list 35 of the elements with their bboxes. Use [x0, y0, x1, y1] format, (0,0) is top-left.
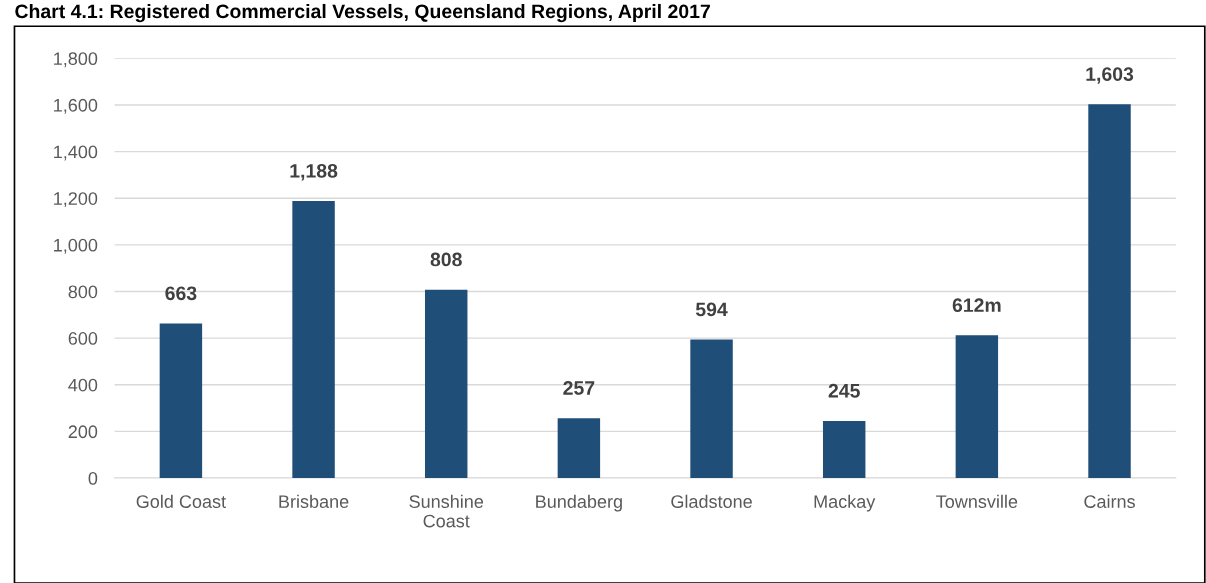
bar: [1088, 104, 1131, 479]
x-tick-label: Sunshine Coast: [409, 494, 484, 528]
bar: [424, 289, 468, 479]
data-label: 594: [695, 302, 728, 317]
data-label: 245: [828, 383, 860, 398]
y-tick-label: 0: [88, 471, 98, 485]
x-tick-label: Gold Coast: [136, 494, 226, 508]
y-tick-label: 600: [68, 332, 98, 345]
bar: [690, 339, 733, 479]
x-tick-label: Cairns: [1084, 494, 1135, 508]
y-tick-label: 800: [68, 285, 98, 299]
x-tick-label: Townsville: [936, 494, 1018, 508]
bar: [557, 418, 601, 479]
y-tick-label: 1,400: [54, 145, 98, 161]
y-tick-label: 400: [68, 378, 98, 392]
data-label: 257: [563, 381, 595, 395]
data-label: 1,188: [290, 163, 338, 181]
bar: [159, 323, 203, 479]
y-tick-label: 1,000: [54, 238, 98, 254]
data-label: 663: [165, 286, 197, 301]
y-tick-label: 200: [68, 425, 98, 439]
x-tick-label: Gladstone: [671, 494, 752, 508]
data-label: 612m: [952, 298, 1001, 313]
data-label: 808: [430, 252, 462, 267]
x-tick-label: Bundaberg: [536, 494, 622, 512]
y-tick-label: 1,800: [54, 52, 98, 68]
data-label: 1,603: [1086, 67, 1134, 84]
bar: [955, 335, 999, 479]
bar: [292, 201, 335, 479]
y-tick-label: 1,600: [54, 98, 98, 114]
x-tick-label: Mackay: [814, 494, 876, 512]
chart-title: Chart 4.1: Registered Commercial Vessels, Queensland Regions, April 2017: [15, 3, 710, 23]
y-tick-label: 1,200: [54, 192, 98, 208]
x-tick-label: Brisbane: [279, 494, 349, 508]
bar: [822, 420, 866, 479]
